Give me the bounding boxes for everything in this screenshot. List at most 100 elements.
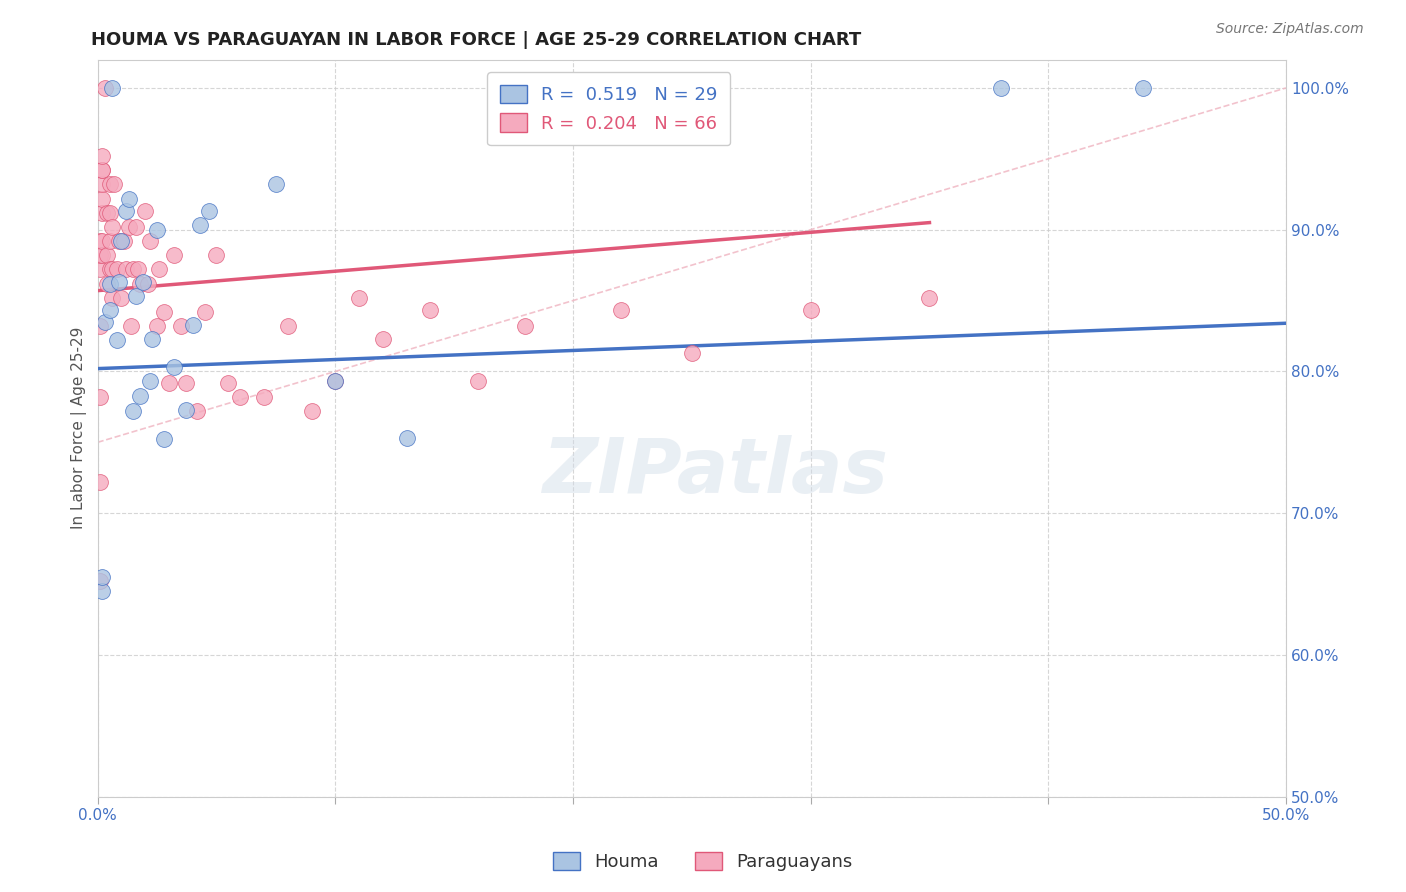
Point	[132, 275, 155, 289]
Point	[264, 178, 287, 192]
Point	[110, 291, 132, 305]
Point	[110, 234, 132, 248]
Point	[101, 262, 124, 277]
Point	[800, 303, 823, 318]
Point	[198, 204, 221, 219]
Point	[91, 163, 114, 178]
Point	[89, 475, 111, 489]
Y-axis label: In Labor Force | Age 25-29: In Labor Force | Age 25-29	[72, 327, 87, 529]
Point	[125, 219, 148, 234]
Point	[146, 223, 169, 237]
Point	[186, 404, 208, 418]
Point	[163, 248, 186, 262]
Point	[515, 319, 537, 334]
Point	[188, 219, 211, 233]
Point	[122, 262, 145, 277]
Text: HOUMA VS PARAGUAYAN IN LABOR FORCE | AGE 25-29 CORRELATION CHART: HOUMA VS PARAGUAYAN IN LABOR FORCE | AGE…	[91, 31, 862, 49]
Point	[91, 584, 114, 599]
Point	[117, 219, 139, 234]
Point	[94, 81, 117, 95]
Point	[148, 262, 170, 277]
Point	[277, 319, 299, 334]
Point	[91, 570, 114, 584]
Point	[105, 333, 128, 347]
Point	[101, 291, 124, 305]
Point	[323, 375, 346, 389]
Point	[217, 376, 239, 390]
Point	[89, 390, 111, 404]
Point	[96, 277, 118, 291]
Point	[129, 388, 152, 402]
Point	[229, 390, 252, 404]
Point	[205, 248, 228, 262]
Point	[153, 433, 176, 447]
Point	[117, 192, 139, 206]
Point	[163, 360, 186, 375]
Point	[129, 277, 152, 291]
Point	[918, 291, 941, 305]
Legend: Houma, Paraguayans: Houma, Paraguayans	[546, 845, 860, 879]
Point	[681, 346, 703, 360]
Point	[89, 319, 111, 334]
Point	[96, 205, 118, 219]
Point	[91, 248, 114, 262]
Text: Source: ZipAtlas.com: Source: ZipAtlas.com	[1216, 22, 1364, 37]
Point	[98, 262, 121, 277]
Point	[127, 262, 149, 277]
Point	[91, 234, 114, 248]
Point	[89, 248, 111, 262]
Point	[89, 234, 111, 248]
Point	[98, 303, 121, 318]
Point	[419, 303, 441, 318]
Point	[146, 319, 169, 334]
Point	[609, 303, 631, 318]
Point	[253, 390, 276, 404]
Point	[371, 332, 394, 346]
Point	[467, 375, 489, 389]
Point	[134, 204, 156, 219]
Point	[105, 262, 128, 277]
Point	[98, 205, 121, 219]
Point	[96, 248, 118, 262]
Point	[91, 178, 114, 192]
Point	[347, 291, 370, 305]
Point	[108, 234, 131, 248]
Point	[91, 205, 114, 219]
Point	[141, 332, 163, 346]
Legend: R =  0.519   N = 29, R =  0.204   N = 66: R = 0.519 N = 29, R = 0.204 N = 66	[486, 72, 730, 145]
Point	[89, 262, 111, 277]
Point	[91, 192, 114, 206]
Point	[990, 81, 1012, 95]
Point	[101, 81, 124, 95]
Point	[115, 204, 138, 219]
Point	[170, 319, 193, 334]
Point	[103, 178, 125, 192]
Point	[98, 234, 121, 248]
Point	[136, 277, 159, 291]
Point	[98, 178, 121, 192]
Point	[94, 315, 117, 329]
Point	[174, 402, 197, 417]
Text: ZIPatlas: ZIPatlas	[543, 435, 889, 509]
Point	[323, 375, 346, 389]
Point	[194, 305, 217, 319]
Point	[301, 404, 323, 418]
Point	[174, 376, 197, 390]
Point	[98, 277, 121, 291]
Point	[91, 149, 114, 163]
Point	[139, 375, 162, 389]
Point	[112, 234, 135, 248]
Point	[139, 234, 162, 248]
Point	[125, 289, 148, 303]
Point	[101, 219, 124, 234]
Point	[91, 163, 114, 178]
Point	[122, 404, 145, 418]
Point	[108, 275, 131, 289]
Point	[115, 262, 138, 277]
Point	[153, 305, 176, 319]
Point	[89, 574, 111, 589]
Point	[1132, 81, 1154, 95]
Point	[181, 318, 204, 332]
Point	[120, 319, 142, 334]
Point	[395, 431, 418, 445]
